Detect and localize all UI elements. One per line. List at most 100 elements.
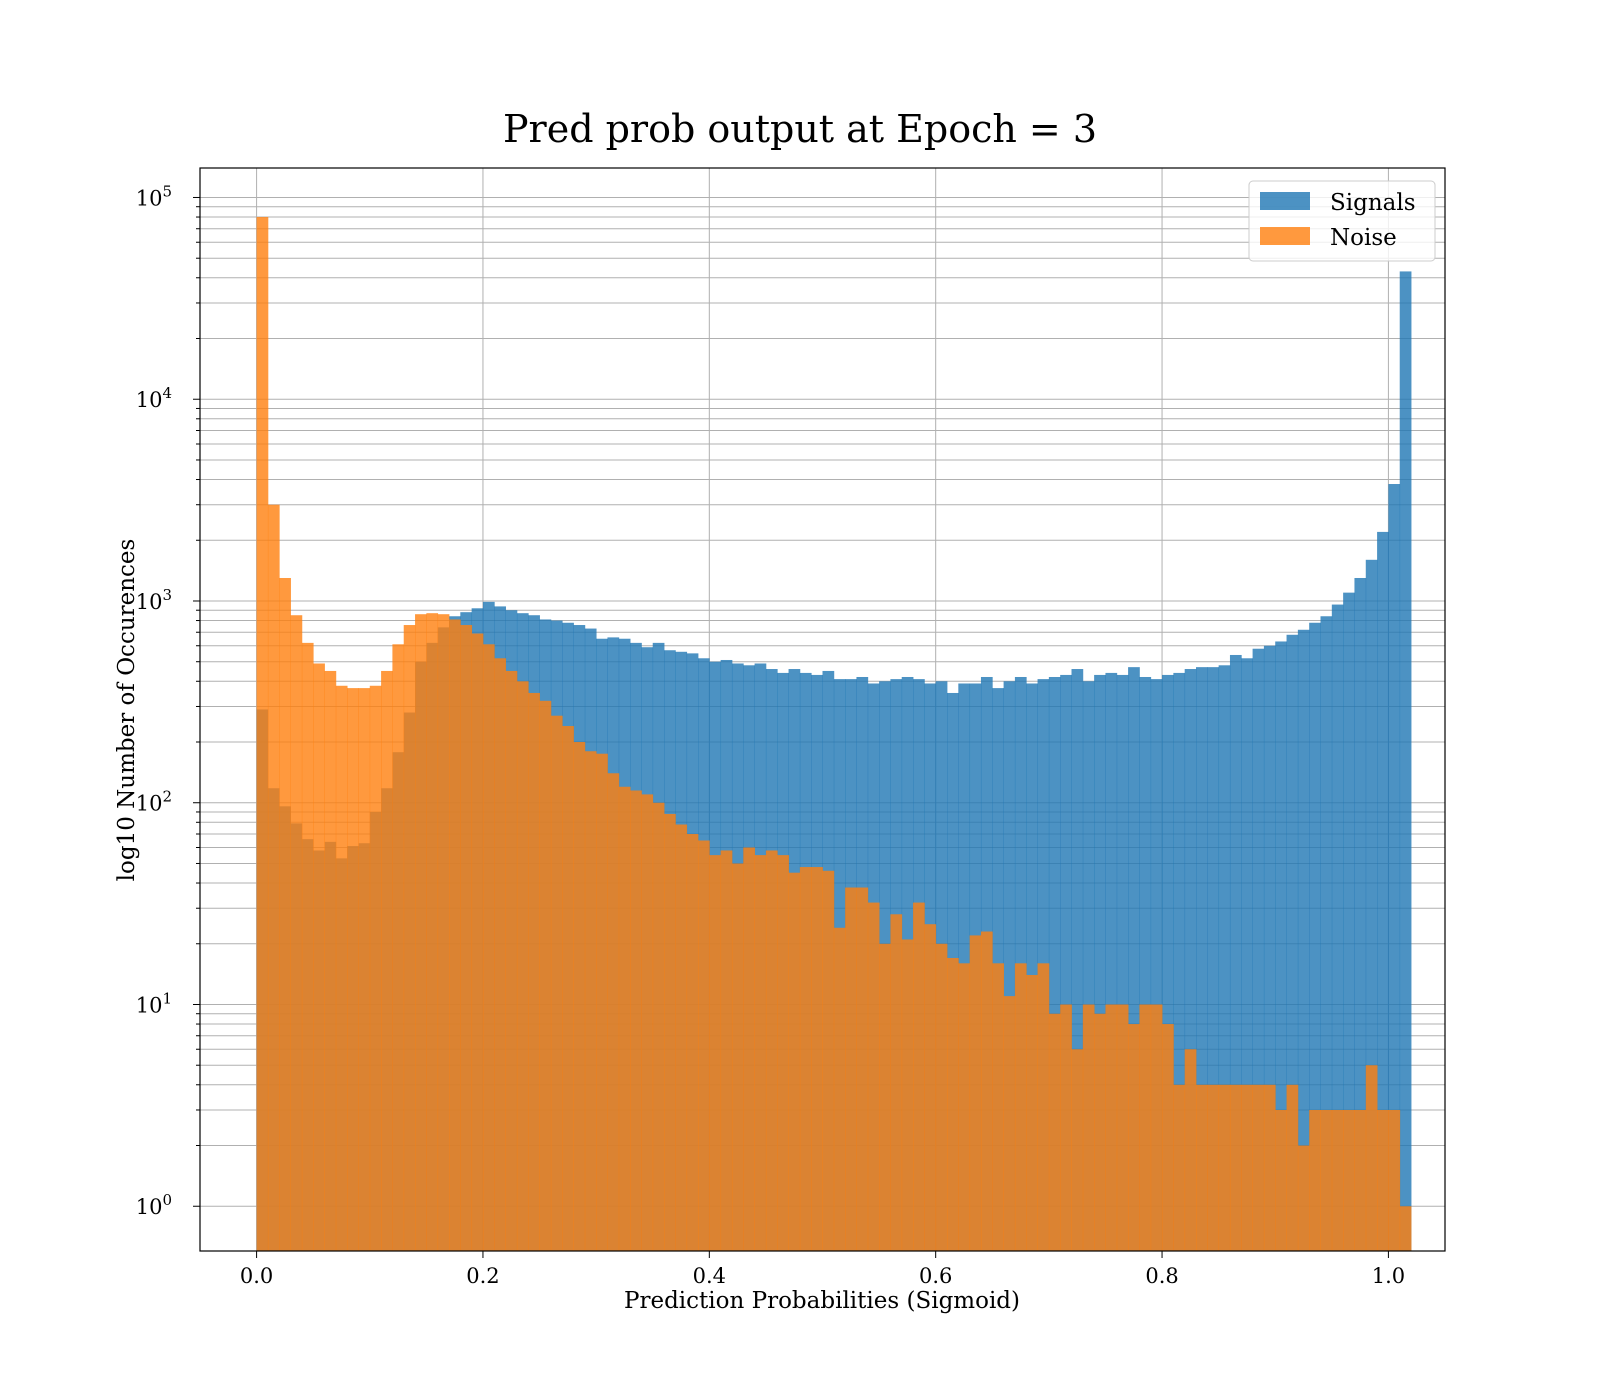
histogram-bar-signals — [1196, 667, 1208, 1251]
series-noise — [256, 217, 1412, 1251]
histogram-bar-signals — [1229, 654, 1242, 1251]
histogram-bar-signals — [1252, 648, 1265, 1251]
histogram-bar-signals — [1128, 667, 1140, 1251]
y-tick-label: 105 — [136, 182, 172, 210]
histogram-bar-noise — [562, 726, 574, 1251]
histogram-bar-noise — [335, 685, 348, 1251]
histogram-bar-signals — [1388, 484, 1401, 1251]
histogram-bar-noise — [437, 614, 450, 1251]
histogram-bar-noise — [698, 840, 710, 1251]
legend: Signals Noise — [1248, 180, 1436, 262]
histogram-bar-noise — [1196, 1084, 1208, 1251]
histogram-bar-noise — [754, 855, 767, 1251]
histogram-bar-noise — [528, 692, 540, 1251]
histogram-bar-signals — [1207, 667, 1220, 1251]
histogram-bar-signals — [1354, 577, 1367, 1251]
histogram-bar-noise — [1003, 996, 1016, 1251]
histogram-bar-signals — [1263, 645, 1276, 1251]
y-tick-label: 104 — [136, 384, 172, 412]
histogram-bar-noise — [596, 753, 608, 1251]
histogram-bar-noise — [675, 824, 688, 1251]
histogram-bar-noise — [1071, 1049, 1084, 1251]
histogram-bar-noise — [381, 670, 393, 1251]
histogram-bar-signals — [1343, 592, 1355, 1251]
histogram-bar-noise — [1388, 1109, 1401, 1251]
histogram-bar-noise — [765, 850, 778, 1251]
histogram-bar-noise — [1128, 1024, 1140, 1251]
x-tick-label: 1.0 — [1372, 1264, 1405, 1288]
histogram-bar-noise — [709, 855, 722, 1251]
histogram-bar-noise — [1229, 1084, 1242, 1251]
y-axis-label: log10 Number of Occurences — [114, 539, 140, 882]
histogram-bar-signals — [1331, 604, 1344, 1251]
histogram-bar-noise — [449, 619, 461, 1251]
histogram-bar-noise — [607, 773, 620, 1251]
histogram-bar-noise — [664, 813, 676, 1251]
y-tick-label: 102 — [136, 788, 172, 816]
histogram-bar-noise — [1241, 1084, 1253, 1251]
histogram-bar-noise — [856, 887, 869, 1251]
histogram-bar-signals — [1026, 683, 1038, 1251]
histogram-bar-noise — [1365, 1065, 1378, 1251]
histogram-bar-noise — [652, 802, 665, 1251]
histogram-bar-signals — [1094, 674, 1106, 1251]
histogram-bar-noise — [618, 786, 631, 1251]
histogram-bar-noise — [584, 751, 597, 1251]
histogram-bar-noise — [1377, 1109, 1389, 1251]
histogram-bar-noise — [505, 670, 518, 1251]
histogram-bar-noise — [913, 902, 925, 1251]
histogram-bar-noise — [392, 644, 405, 1251]
histogram-bar-noise — [924, 924, 937, 1251]
histogram-bar-noise — [1105, 1004, 1118, 1251]
histogram-bar-noise — [788, 872, 801, 1251]
histogram-bar-noise — [324, 670, 337, 1251]
histogram-bar-signals — [1218, 665, 1231, 1251]
histogram-bar-noise — [686, 833, 699, 1251]
histogram-bar-noise — [403, 625, 416, 1251]
histogram-bar-signals — [1241, 658, 1253, 1251]
histogram-bar-noise — [1139, 1004, 1152, 1251]
histogram-bar-noise — [1297, 1145, 1310, 1251]
plot-frame — [199, 167, 1446, 1252]
histogram-bar-noise — [630, 790, 642, 1251]
legend-swatch-noise — [1260, 227, 1310, 245]
histogram-bar-noise — [1218, 1084, 1231, 1251]
histogram-bar-noise — [969, 935, 982, 1251]
histogram-bar-signals — [1320, 616, 1333, 1251]
histogram-bar-noise — [1060, 1004, 1072, 1251]
legend-label-noise: Noise — [1330, 225, 1397, 251]
histogram-bar-noise — [1286, 1084, 1299, 1251]
histogram-bar-noise — [1331, 1109, 1344, 1251]
histogram-bar-signals — [1399, 271, 1412, 1252]
histogram-bar-noise — [267, 504, 280, 1251]
histogram-bar-noise — [879, 943, 891, 1251]
histogram-bar-noise — [1082, 1004, 1095, 1251]
histogram-bar-signals — [1184, 669, 1197, 1251]
histogram-bar-signals — [1162, 674, 1174, 1251]
x-tick-label: 0.4 — [693, 1264, 726, 1288]
histogram-bar-noise — [731, 863, 744, 1251]
histogram-bar-noise — [415, 614, 427, 1251]
x-tick-label: 0.8 — [1145, 1264, 1178, 1288]
histogram-bar-noise — [539, 700, 552, 1251]
histogram-bar-noise — [550, 715, 563, 1251]
histogram-bar-noise — [720, 850, 733, 1251]
histogram-bar-noise — [1026, 975, 1038, 1251]
histogram-bar-noise — [1014, 963, 1027, 1251]
histogram-bar-signals — [1275, 641, 1287, 1251]
y-tick-label: 101 — [136, 989, 172, 1017]
histogram-bar-noise — [358, 688, 371, 1251]
x-axis-label: Prediction Probabilities (Sigmoid) — [624, 1288, 1020, 1314]
histogram-bar-noise — [301, 642, 314, 1251]
histogram-bar-signals — [1309, 622, 1321, 1251]
histogram-bar-signals — [1377, 531, 1389, 1251]
histogram-bar-noise — [1094, 1013, 1106, 1251]
histogram-bar-noise — [1116, 1004, 1129, 1251]
histogram-bar-signals — [1071, 669, 1084, 1251]
histogram-bar-noise — [347, 688, 359, 1251]
histogram-bar-noise — [1263, 1084, 1276, 1251]
histogram-bar-noise — [1048, 1013, 1061, 1251]
chart-title: Pred prob output at Epoch = 3 — [503, 107, 1097, 151]
histogram-bar-noise — [901, 939, 914, 1251]
